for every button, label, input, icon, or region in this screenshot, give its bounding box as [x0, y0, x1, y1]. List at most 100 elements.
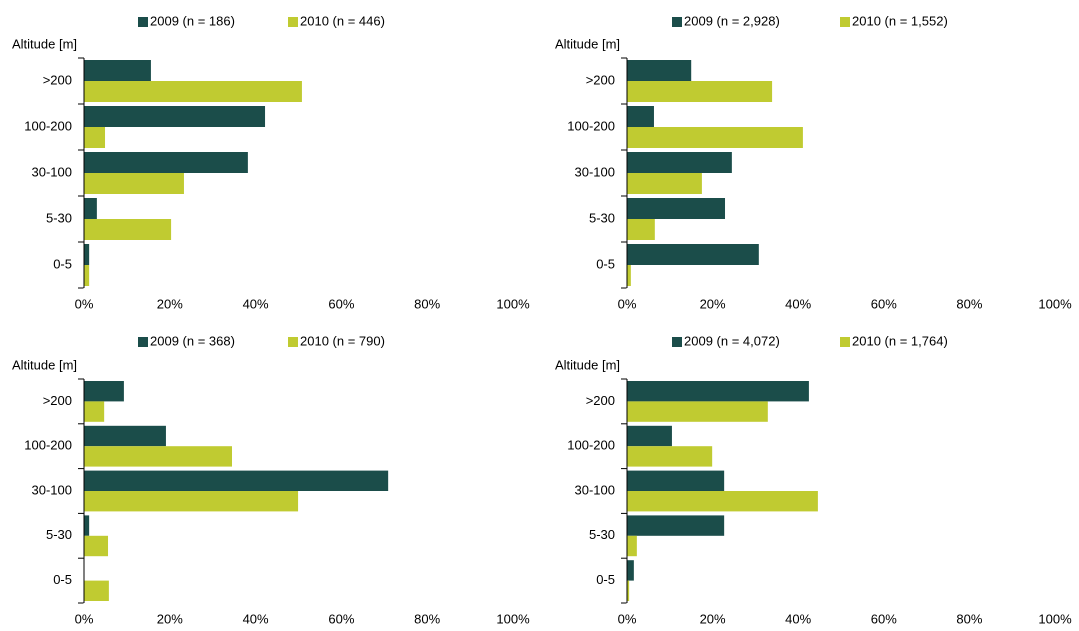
x-tick-label: 80%	[956, 611, 982, 626]
bar	[84, 491, 299, 512]
legend-label: 2009 (n = 186)	[150, 13, 235, 28]
y-tick-label: 0-5	[53, 256, 72, 271]
bar	[627, 580, 630, 601]
legend-label: 2010 (n = 1,552)	[852, 13, 948, 28]
bar	[627, 127, 803, 148]
x-tick-label: 0%	[618, 611, 637, 626]
bar	[627, 81, 773, 102]
x-tick-label: 40%	[243, 611, 269, 626]
legend-label: 2009 (n = 2,928)	[684, 13, 780, 28]
y-tick-label: 30-100	[575, 164, 615, 179]
bar	[627, 152, 732, 173]
bar	[627, 60, 692, 81]
bar	[84, 265, 90, 286]
x-tick-label: 100%	[496, 296, 530, 311]
x-tick-label: 80%	[414, 611, 440, 626]
bar	[84, 219, 172, 240]
bar	[627, 244, 759, 265]
x-tick-label: 80%	[414, 296, 440, 311]
bar	[84, 425, 166, 447]
legend-swatch	[138, 17, 148, 27]
bar	[84, 106, 266, 127]
x-tick-label: 60%	[871, 296, 897, 311]
bar	[627, 535, 637, 557]
y-tick-label: 5-30	[46, 210, 72, 225]
bar	[84, 580, 109, 601]
x-tick-label: 60%	[871, 611, 897, 626]
y-axis-title: Altitude [m]	[555, 357, 620, 372]
x-tick-label: 80%	[956, 296, 982, 311]
bar	[627, 560, 634, 581]
bar	[84, 127, 106, 148]
x-tick-label: 0%	[75, 611, 94, 626]
x-tick-label: 100%	[1038, 611, 1072, 626]
legend-swatch	[840, 17, 850, 27]
x-tick-label: 60%	[328, 611, 354, 626]
y-tick-label: 5-30	[589, 527, 615, 542]
legend-label: 2010 (n = 790)	[300, 333, 385, 348]
legend-swatch	[288, 17, 298, 27]
y-tick-label: 0-5	[596, 572, 615, 587]
bar	[627, 173, 702, 194]
bar	[84, 81, 302, 102]
bar	[627, 265, 631, 286]
y-tick-label: >200	[43, 393, 72, 408]
bar	[627, 446, 713, 467]
y-tick-label: 30-100	[32, 164, 72, 179]
y-tick-label: >200	[586, 72, 615, 87]
y-tick-label: 30-100	[32, 482, 72, 497]
bar	[627, 106, 654, 127]
bar	[627, 491, 818, 512]
y-tick-label: 5-30	[46, 527, 72, 542]
legend-label: 2010 (n = 1,764)	[852, 333, 948, 348]
bar	[627, 198, 726, 219]
x-tick-label: 20%	[700, 611, 726, 626]
bar	[627, 381, 809, 402]
x-tick-label: 0%	[75, 296, 94, 311]
bar	[627, 401, 768, 422]
bar	[84, 515, 90, 536]
y-axis-title: Altitude [m]	[12, 36, 77, 51]
legend-swatch	[672, 17, 682, 27]
y-tick-label: >200	[586, 393, 615, 408]
y-tick-label: 100-200	[24, 118, 72, 133]
y-tick-label: >200	[43, 72, 72, 87]
bar	[84, 173, 184, 194]
y-tick-label: 100-200	[24, 438, 72, 453]
bar	[627, 470, 725, 491]
legend-swatch	[672, 337, 682, 347]
bar	[627, 219, 655, 240]
bar	[84, 470, 389, 491]
y-tick-label: 5-30	[589, 210, 615, 225]
bar	[84, 381, 124, 402]
bar	[627, 515, 725, 536]
x-tick-label: 0%	[618, 296, 637, 311]
legend-label: 2010 (n = 446)	[300, 13, 385, 28]
bar	[627, 425, 672, 447]
bar	[84, 152, 248, 173]
x-tick-label: 40%	[785, 296, 811, 311]
legend-swatch	[138, 337, 148, 347]
legend-label: 2009 (n = 368)	[150, 333, 235, 348]
x-tick-label: 100%	[496, 611, 530, 626]
y-tick-label: 30-100	[575, 482, 615, 497]
x-tick-label: 100%	[1038, 296, 1072, 311]
y-tick-label: 0-5	[53, 572, 72, 587]
bar	[84, 401, 105, 422]
x-tick-label: 60%	[328, 296, 354, 311]
y-tick-label: 100-200	[567, 118, 615, 133]
bar	[84, 244, 90, 265]
y-tick-label: 100-200	[567, 438, 615, 453]
y-axis-title: Altitude [m]	[12, 357, 77, 372]
legend-label: 2009 (n = 4,072)	[684, 333, 780, 348]
y-axis-title: Altitude [m]	[555, 36, 620, 51]
y-tick-label: 0-5	[596, 256, 615, 271]
bar	[84, 60, 151, 81]
x-tick-label: 20%	[700, 296, 726, 311]
bar	[84, 446, 233, 467]
legend-swatch	[840, 337, 850, 347]
x-tick-label: 20%	[157, 611, 183, 626]
x-tick-label: 40%	[243, 296, 269, 311]
bar	[84, 535, 109, 557]
